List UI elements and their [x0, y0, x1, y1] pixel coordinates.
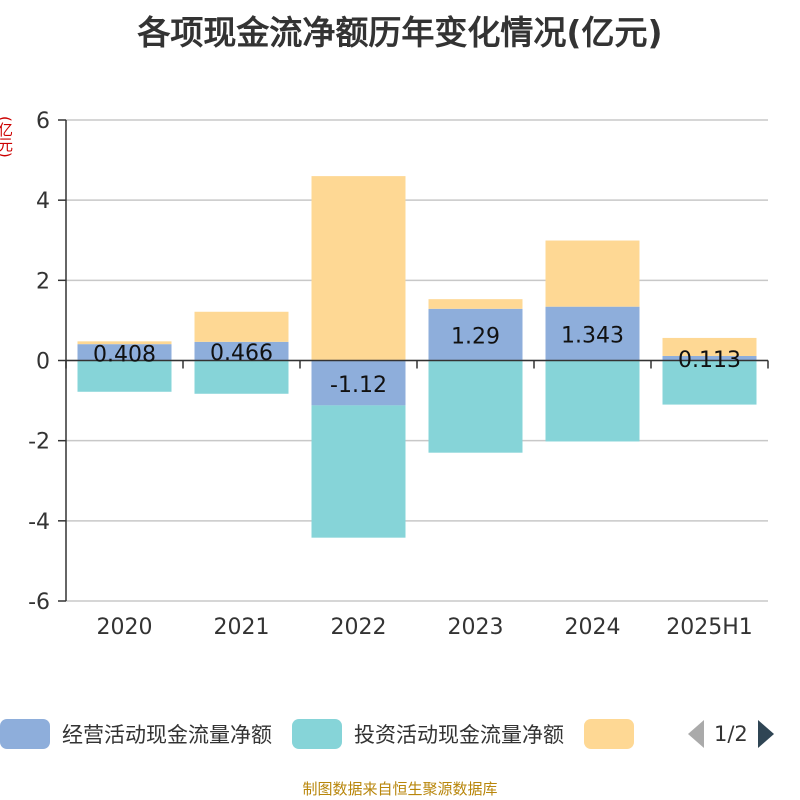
- bar-2021-series-0[interactable]: [194, 341, 289, 361]
- bar-2020-series-2[interactable]: [77, 341, 172, 345]
- legend-swatch-third: [584, 719, 634, 749]
- bar-2025H1-series-2[interactable]: [662, 337, 757, 356]
- bar-2021-series-1[interactable]: [194, 360, 289, 394]
- legend-page-indicator: 1/2: [714, 722, 748, 746]
- legend-label-operating: 经营活动现金流量净额: [62, 723, 272, 747]
- bar-2022-series-2[interactable]: [311, 176, 406, 361]
- y-tick-label: 2: [36, 269, 50, 294]
- legend-prev-page-icon[interactable]: [688, 720, 704, 748]
- legend-pager: 1/2: [674, 720, 774, 748]
- bar-2022-series-0[interactable]: [311, 360, 406, 406]
- legend-label-investing: 投资活动现金流量净额: [354, 723, 564, 747]
- bar-2025H1-series-1[interactable]: [662, 360, 757, 405]
- x-tick-label: 2020: [97, 615, 153, 640]
- bar-2024-series-1[interactable]: [545, 360, 640, 442]
- legend-item-investing[interactable]: 投资活动现金流量净额: [292, 719, 564, 749]
- y-tick-label: -6: [28, 590, 50, 615]
- data-label-operating: 1.29: [451, 325, 500, 350]
- bar-2023-series-2[interactable]: [428, 299, 523, 309]
- legend-item-third[interactable]: [584, 719, 646, 749]
- x-tick-label: 2022: [331, 615, 387, 640]
- bar-2024-series-2[interactable]: [545, 240, 640, 307]
- y-axis-unit-label: (亿元): [0, 116, 14, 158]
- data-label-operating: 0.466: [210, 341, 273, 366]
- y-tick-label: 4: [36, 189, 50, 214]
- bar-2022-series-1[interactable]: [311, 405, 406, 538]
- data-label-operating: 0.408: [93, 342, 156, 367]
- stacked-bar-chart: 6 4 2 0 -2 -4 -6 2020 2021 2022 2023 2024 2025H1 0.4…: [28, 109, 769, 640]
- data-label-operating: 0.113: [678, 348, 741, 373]
- data-label-operating: 1.343: [561, 324, 624, 349]
- y-tick-label: 0: [36, 350, 50, 375]
- bar-2024-series-0[interactable]: [545, 306, 640, 361]
- bar-2025H1-series-0[interactable]: [662, 355, 757, 361]
- legend-item-operating[interactable]: 经营活动现金流量净额: [0, 719, 272, 749]
- x-tick-label: 2024: [565, 615, 621, 640]
- bar-2021-series-2[interactable]: [194, 311, 289, 342]
- legend: 经营活动现金流量净额 投资活动现金流量净额 1/2: [0, 714, 800, 754]
- bar-2023-series-0[interactable]: [428, 308, 523, 361]
- x-tick-label: 2023: [448, 615, 504, 640]
- y-tick-label: -2: [28, 430, 50, 455]
- x-tick-label: 2025H1: [666, 615, 753, 640]
- legend-swatch-operating: [0, 719, 50, 749]
- source-note: 制图数据来自恒生聚源数据库: [302, 780, 498, 798]
- bar-2023-series-1[interactable]: [428, 360, 523, 453]
- bar-2020-series-1[interactable]: [77, 360, 172, 392]
- chart-title: 各项现金流净额历年变化情况(亿元): [137, 13, 663, 52]
- y-tick-label: -4: [28, 510, 50, 535]
- bar-2020-series-0[interactable]: [77, 344, 172, 361]
- x-tick-label: 2021: [214, 615, 270, 640]
- y-tick-label: 6: [36, 109, 50, 134]
- legend-swatch-investing: [292, 719, 342, 749]
- legend-next-page-icon[interactable]: [757, 720, 774, 748]
- data-label-operating: -1.12: [330, 373, 387, 398]
